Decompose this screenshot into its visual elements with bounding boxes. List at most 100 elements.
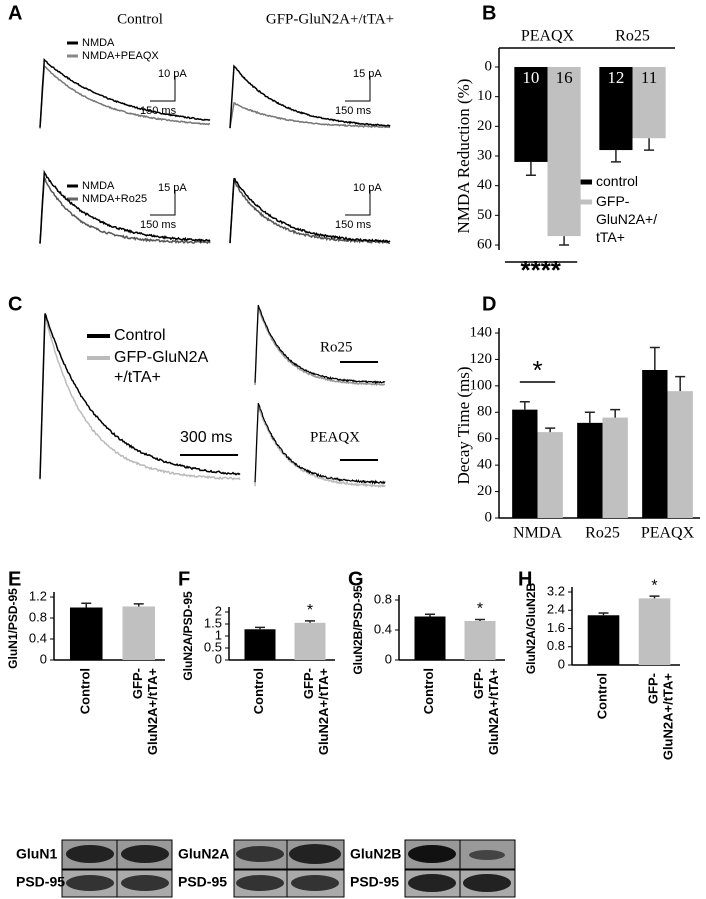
band — [236, 846, 284, 862]
error-bar — [133, 603, 144, 607]
inset-label: Ro25 — [320, 339, 353, 355]
x-tick-label: PEAQX — [641, 525, 695, 542]
y-tick-label: 40 — [477, 177, 492, 193]
trace — [39, 57, 211, 128]
y-tick-label: 0 — [558, 656, 565, 671]
trace — [39, 315, 241, 481]
y-tick-label: 10 — [477, 88, 492, 104]
blot-label: GluN1 — [16, 846, 57, 862]
y-tick-label: 0.4 — [374, 621, 392, 636]
panel-label: A — [8, 2, 22, 24]
scale-label: 150 ms — [335, 105, 372, 117]
blot-label: GluN2A — [178, 846, 229, 862]
scale-bar — [150, 76, 176, 102]
bar — [577, 422, 603, 518]
x-tick-label: Ro25 — [585, 525, 620, 542]
trace — [39, 63, 210, 129]
y-tick-label: 0 — [485, 58, 493, 74]
error-bar — [559, 236, 570, 246]
bar — [638, 598, 671, 665]
panel-label: B — [482, 2, 496, 24]
bar — [514, 67, 548, 162]
panel-label: E — [8, 568, 21, 590]
band — [121, 845, 169, 863]
bar — [512, 409, 538, 518]
y-tick-label: 1.5 — [204, 615, 222, 630]
bar — [69, 607, 103, 660]
error-bar — [610, 150, 621, 163]
scale-label: 150 ms — [140, 219, 177, 231]
column-title: Control — [117, 11, 163, 27]
error-bar — [525, 161, 536, 177]
y-tick-label: 0 — [40, 651, 47, 666]
column-title: GFP-GluN2A+/tTA+ — [266, 11, 394, 27]
band — [291, 875, 339, 891]
band — [66, 875, 114, 891]
y-axis-label: GluN2B/PSD-95 — [351, 585, 365, 675]
blot-images — [61, 839, 516, 898]
legend-label: GFP-GluN2A+/tTA+ — [596, 193, 657, 245]
error-bar — [584, 411, 595, 423]
significance: * — [307, 602, 313, 619]
band — [236, 875, 284, 891]
band — [121, 875, 169, 891]
x-tick-label: Control — [78, 668, 93, 714]
significance: * — [532, 355, 542, 385]
y-axis-label: NMDA Reduction (%) — [454, 79, 473, 234]
y-axis-label: GluN2A/GluN2B — [524, 582, 538, 674]
error-bar — [675, 375, 686, 392]
y-axis-label: GluN2A/PSD-95 — [181, 591, 195, 681]
x-tick-label: Ro25 — [615, 28, 650, 45]
y-tick-label: 1.6 — [547, 620, 565, 635]
y-tick-label: 0.8 — [29, 609, 47, 624]
scale-label: 15 pA — [353, 68, 382, 80]
significance: * — [477, 601, 483, 618]
error-bar — [649, 346, 660, 370]
y-tick-label: 1 — [215, 627, 222, 642]
error-bar — [305, 620, 315, 623]
blot-label: PSD-95 — [178, 874, 227, 890]
y-tick-label: 0 — [385, 651, 392, 666]
y-tick-label: 30 — [477, 147, 492, 163]
trace — [229, 180, 391, 245]
y-tick-label: 80 — [477, 404, 492, 420]
y-tick-label: 0.8 — [547, 638, 565, 653]
y-tick-label: 3.2 — [547, 583, 565, 598]
y-tick-label: 2 — [215, 603, 222, 618]
panel-label: F — [178, 568, 190, 590]
bar — [122, 606, 156, 660]
band — [66, 845, 114, 863]
error-bar — [610, 408, 621, 418]
x-tick-label: Control — [251, 668, 266, 714]
scale-label: 300 ms — [180, 429, 232, 446]
y-axis-label: Decay Time (ms) — [454, 366, 473, 484]
bar — [599, 67, 633, 151]
scale-label: 150 ms — [140, 105, 177, 117]
x-tick-label: GFP-GluN2A+/tTA+ — [471, 668, 501, 756]
legend-label: NMDA — [82, 37, 115, 49]
bar — [587, 615, 620, 665]
y-tick-label: 0 — [485, 509, 493, 525]
y-tick-label: 100 — [470, 377, 493, 393]
band — [408, 874, 456, 892]
legend-label: Control — [114, 327, 166, 344]
error-bar — [598, 612, 609, 616]
legend-label: NMDA+PEAQX — [82, 50, 159, 62]
error-bar — [81, 602, 92, 608]
trace — [254, 403, 386, 485]
n-label: 16 — [556, 68, 573, 87]
y-tick-label: 0 — [215, 651, 222, 666]
panel-label: C — [8, 293, 22, 315]
y-tick-label: 60 — [477, 236, 492, 252]
bar — [414, 616, 446, 660]
scale-bar — [345, 76, 371, 102]
y-tick-label: 20 — [477, 118, 492, 134]
n-label: 11 — [641, 68, 657, 87]
y-tick-label: 0.5 — [204, 639, 222, 654]
y-tick-label: 0.4 — [29, 630, 47, 645]
x-tick-label: Control — [595, 673, 610, 719]
significance: **** — [520, 255, 561, 285]
bar — [464, 621, 496, 660]
